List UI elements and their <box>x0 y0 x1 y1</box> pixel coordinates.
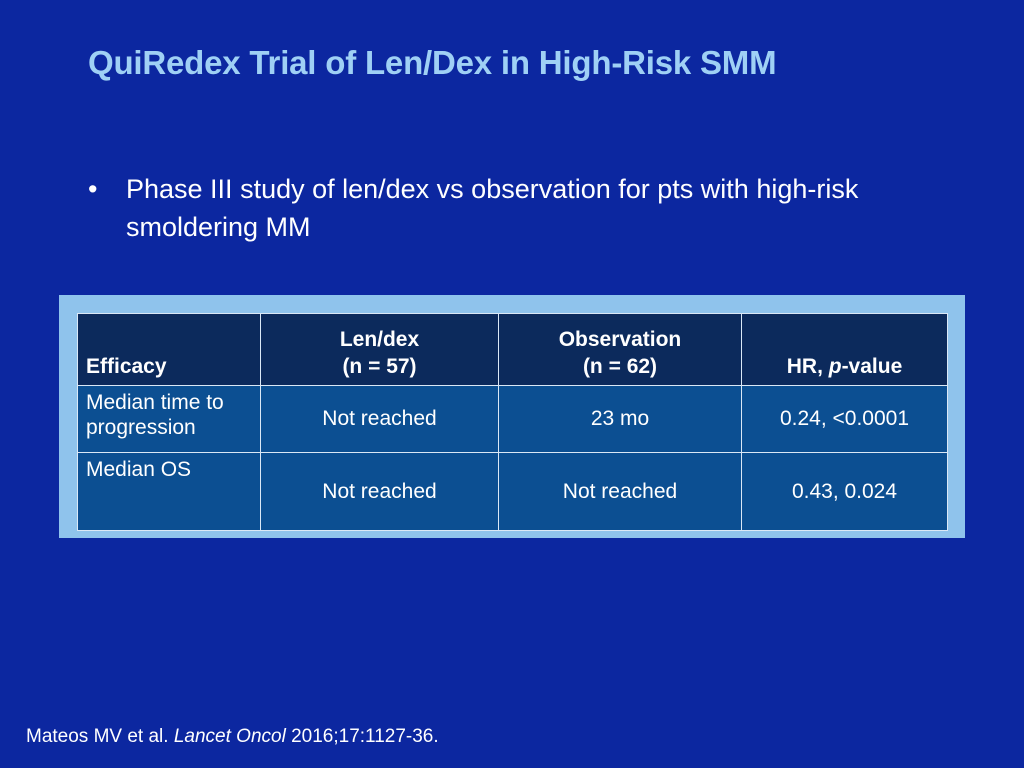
header-efficacy: Efficacy <box>77 313 261 386</box>
header-observation-name: Observation <box>558 328 682 351</box>
cell-os-lendex: Not reached <box>260 452 499 531</box>
table-row: Median OS Not reached Not reached 0.43, … <box>77 452 948 531</box>
cell-os-hr: 0.43, 0.024 <box>741 452 948 531</box>
header-lendex-n: (n = 57) <box>342 355 417 378</box>
citation-journal: Lancet Oncol <box>173 726 286 747</box>
cell-ttp-lendex: Not reached <box>260 385 499 453</box>
citation-authors: Mateos MV et al. <box>26 726 174 747</box>
cell-ttp-hr: 0.24, <0.0001 <box>741 385 948 453</box>
bullet-text: Phase III study of len/dex vs observatio… <box>126 174 859 242</box>
cell-ttp-observation: 23 mo <box>498 385 742 453</box>
row-label-ttp: Median time to progression <box>77 385 261 453</box>
table-frame: Efficacy Len/dex (n = 57) Observation (n… <box>59 295 965 538</box>
bullet-list: • Phase III study of len/dex vs observat… <box>88 170 948 246</box>
header-hr-p: p <box>828 355 842 378</box>
header-observation-n: (n = 62) <box>582 355 658 378</box>
citation: Mateos MV et al. Lancet Oncol 2016;17:11… <box>26 726 439 748</box>
header-hr-suffix: -value <box>841 355 903 378</box>
citation-details: 2016;17:1127-36. <box>285 726 439 747</box>
header-hr-pvalue: HR, p-value <box>741 313 948 386</box>
row-label-os: Median OS <box>77 452 261 531</box>
table-header-row: Efficacy Len/dex (n = 57) Observation (n… <box>77 313 948 386</box>
bullet-icon: • <box>88 174 98 204</box>
cell-os-observation: Not reached <box>498 452 742 531</box>
header-hr-prefix: HR, <box>786 355 829 378</box>
header-observation: Observation (n = 62) <box>498 313 742 386</box>
slide-title: QuiRedex Trial of Len/Dex in High-Risk S… <box>88 44 777 81</box>
efficacy-table: Efficacy Len/dex (n = 57) Observation (n… <box>77 313 948 531</box>
header-lendex: Len/dex (n = 57) <box>260 313 499 386</box>
table-row: Median time to progression Not reached 2… <box>77 385 948 453</box>
header-lendex-name: Len/dex <box>339 328 420 351</box>
